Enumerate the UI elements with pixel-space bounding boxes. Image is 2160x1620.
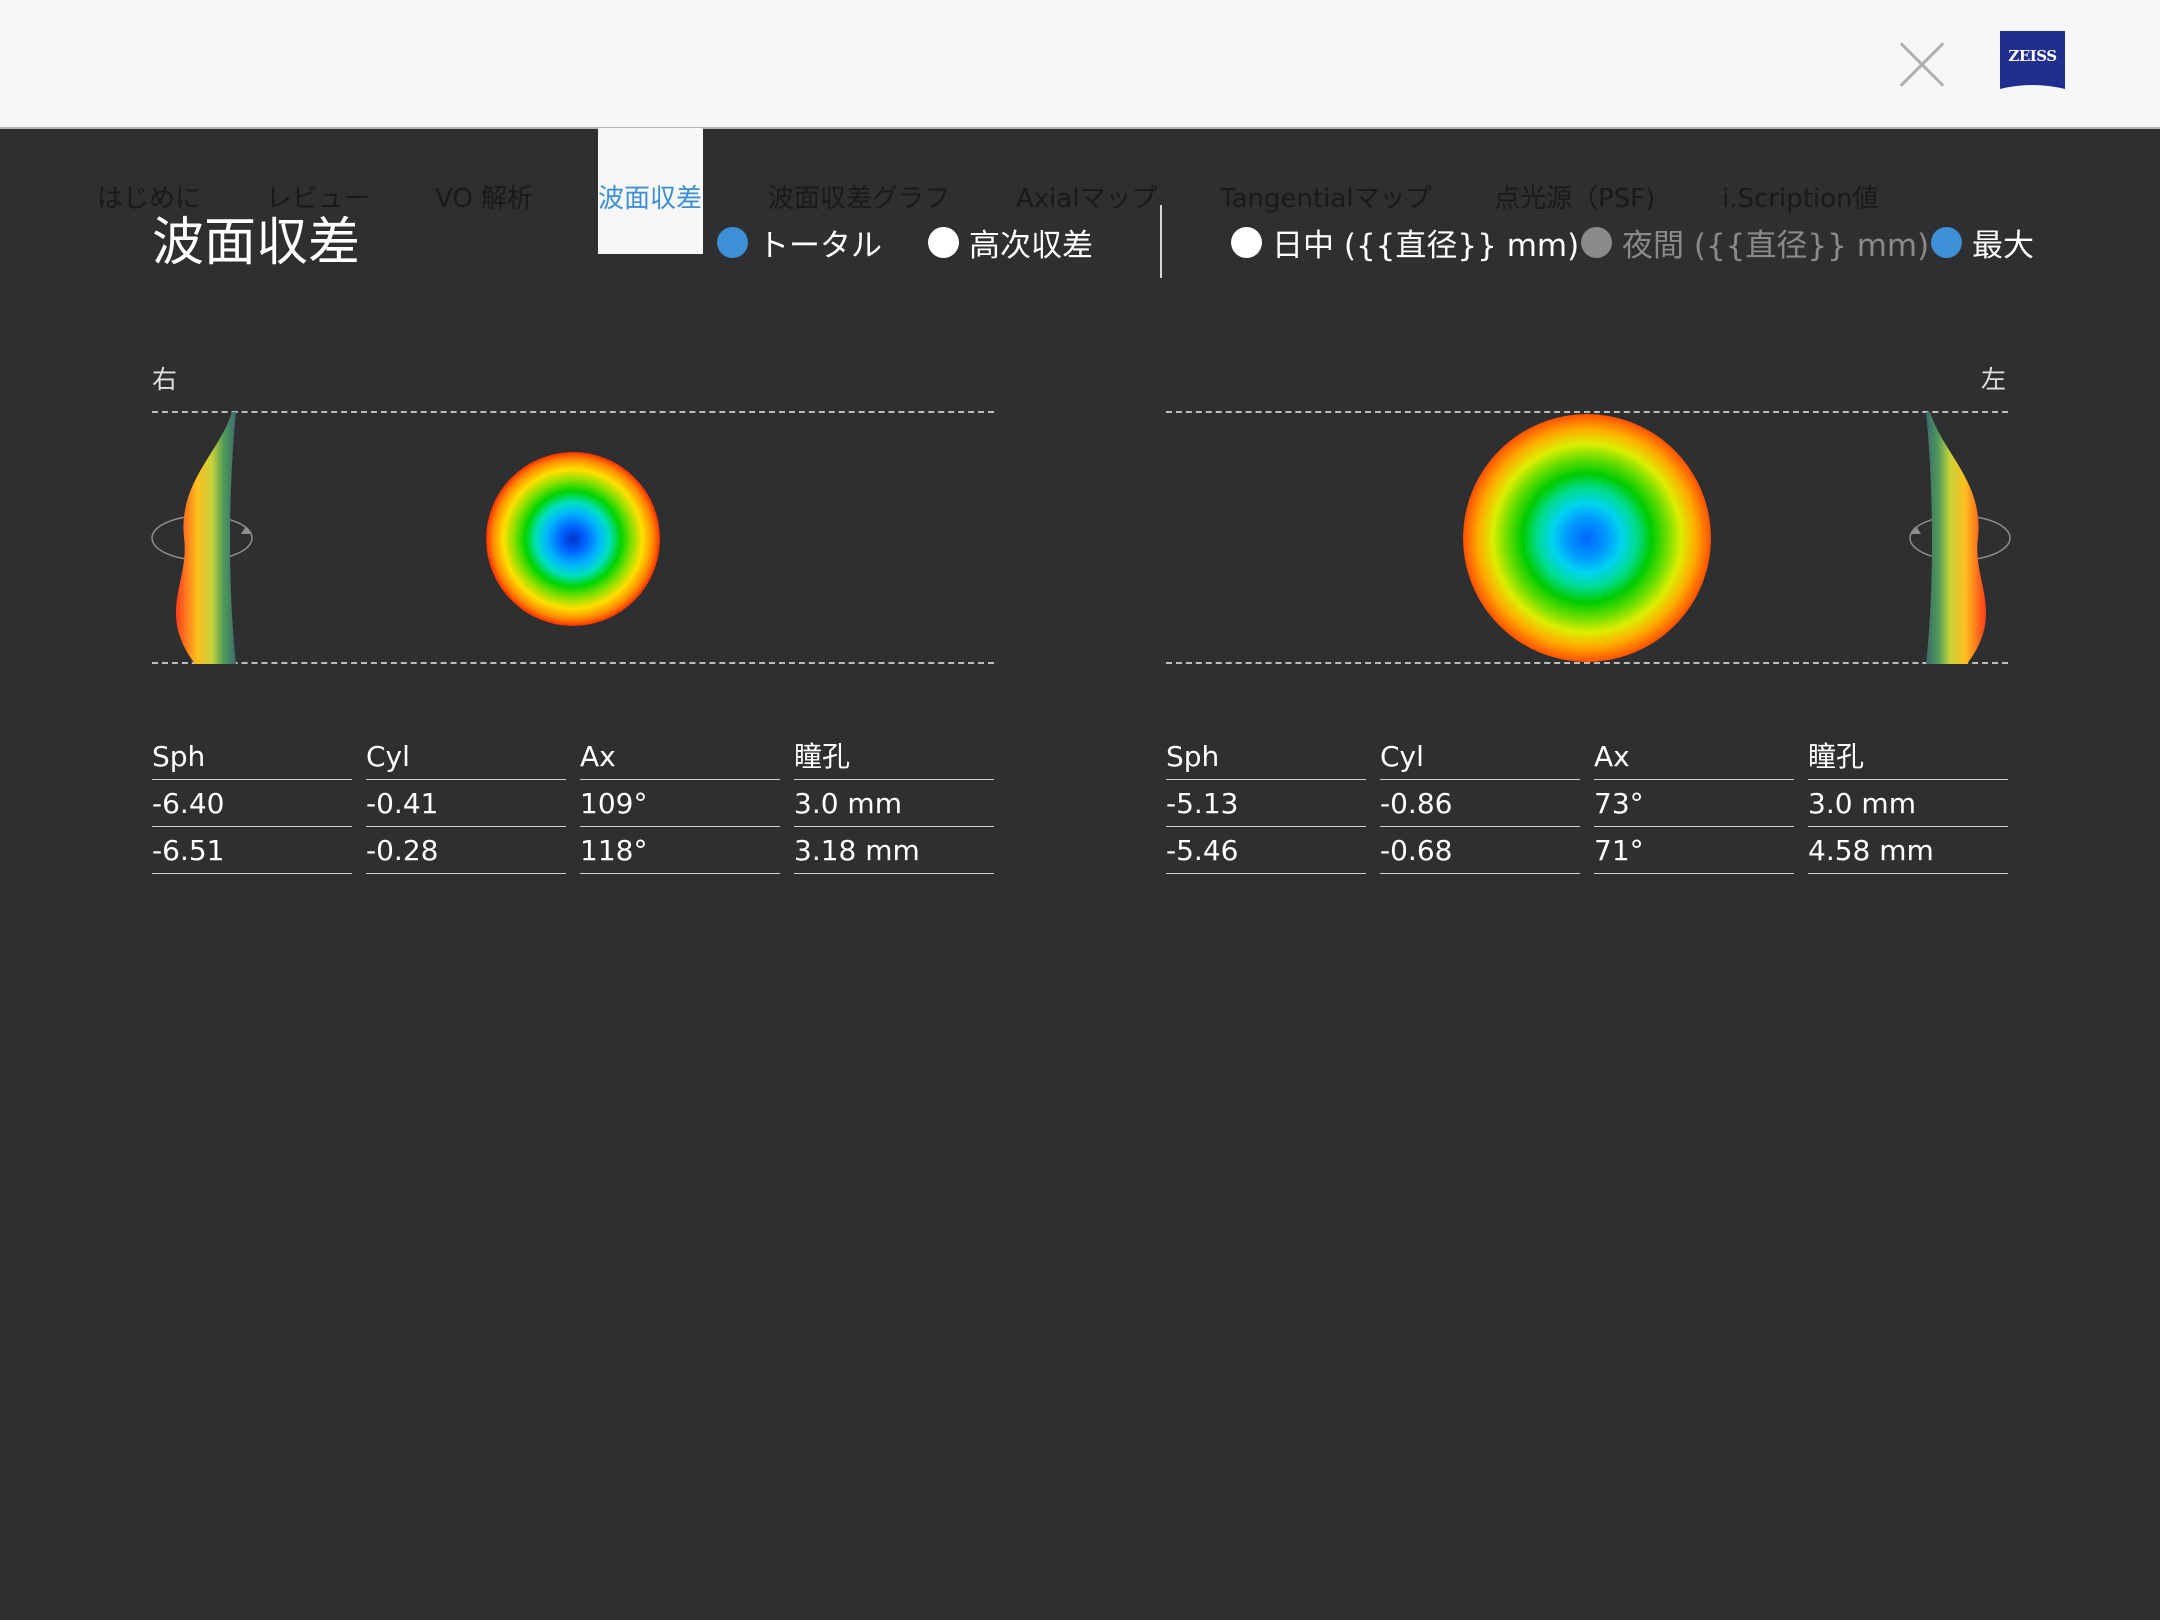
radio-max-label: 最大 (1972, 227, 2034, 264)
top-bar (0, 0, 2160, 129)
tab-vo-analysis[interactable]: VO 解析 (435, 184, 534, 214)
radio-selected-icon (717, 226, 748, 258)
right-wavefront-profile (151, 412, 253, 664)
table-cell: 3.18 mm (794, 828, 994, 874)
top-dashed-line (152, 411, 994, 413)
table-header: Cyl (1380, 734, 1580, 780)
logo-text: ZEISS (2008, 47, 2057, 65)
table-cell: 4.58 mm (1808, 828, 2008, 874)
table-header: 瞳孔 (1808, 734, 2008, 780)
table-cell: -5.46 (1166, 828, 1366, 874)
table-cell: 3.0 mm (1808, 781, 2008, 827)
zeiss-logo: ZEISS (2000, 31, 2065, 97)
table-header: Ax (1594, 734, 1794, 780)
nav-tabs: はじめに レビュー VO 解析 波面収差 波面収差グラフ Axialマップ Ta… (0, 128, 2160, 256)
tab-axial-map[interactable]: Axialマップ (1016, 184, 1158, 214)
table-cell: 3.0 mm (794, 781, 994, 827)
tab-active-indicator (598, 128, 703, 254)
bottom-dashed-line (1166, 662, 2008, 664)
radio-total-label: トータル (758, 227, 882, 264)
radio-unselected-icon (928, 226, 959, 258)
table-header: 瞳孔 (794, 734, 994, 780)
table-cell: 118° (580, 828, 780, 874)
tab-intro[interactable]: はじめに (97, 184, 202, 214)
radio-disabled-icon (1581, 226, 1612, 258)
radio-higher-order[interactable]: 高次収差 (928, 222, 1093, 264)
table-cell: -0.28 (366, 828, 566, 874)
radio-day[interactable]: 日中 ({{直径}} mm) (1231, 222, 1580, 264)
radio-unselected-icon (1231, 226, 1262, 258)
radio-max[interactable]: 最大 (1931, 222, 2034, 264)
page-title: 波面収差 (152, 213, 361, 273)
table-cell: -6.51 (152, 828, 352, 874)
table-header: Cyl (366, 734, 566, 780)
radio-selected-icon (1931, 226, 1962, 258)
table-cell: -6.40 (152, 781, 352, 827)
table-cell: 71° (1594, 828, 1794, 874)
left-wavefront-profile (1909, 412, 2011, 664)
radio-total[interactable]: トータル (717, 222, 882, 264)
tab-tangential-map[interactable]: Tangentialマップ (1220, 184, 1432, 214)
tab-wavefront[interactable]: 波面収差 (598, 184, 703, 214)
tab-psf[interactable]: 点光源（PSF) (1494, 184, 1656, 214)
options-divider (1160, 205, 1162, 278)
top-dashed-line (1166, 411, 2008, 413)
tab-wavefront-graph[interactable]: 波面収差グラフ (768, 184, 951, 214)
table-cell: 73° (1594, 781, 1794, 827)
table-header: Ax (580, 734, 780, 780)
radio-night-label: 夜間 ({{直径}} mm) (1622, 227, 1930, 264)
right-eye-label: 右 (152, 365, 178, 394)
radio-higher-order-label: 高次収差 (969, 227, 1093, 264)
left-eye-label: 左 (1981, 365, 2007, 394)
left-wavefront-map (1463, 414, 1711, 662)
bottom-dashed-line (152, 662, 994, 664)
tab-iscription[interactable]: i.Scription値 (1722, 184, 1879, 214)
table-cell: -5.13 (1166, 781, 1366, 827)
right-wavefront-map (486, 452, 660, 626)
tab-review[interactable]: レビュー (266, 184, 371, 214)
radio-night: 夜間 ({{直径}} mm) (1581, 222, 1930, 264)
table-cell: -0.41 (366, 781, 566, 827)
close-button[interactable] (1898, 40, 1946, 88)
table-cell: -0.86 (1380, 781, 1580, 827)
table-cell: 109° (580, 781, 780, 827)
radio-day-label: 日中 ({{直径}} mm) (1272, 227, 1580, 264)
table-header: Sph (152, 734, 352, 780)
table-header: Sph (1166, 734, 1366, 780)
table-cell: -0.68 (1380, 828, 1580, 874)
